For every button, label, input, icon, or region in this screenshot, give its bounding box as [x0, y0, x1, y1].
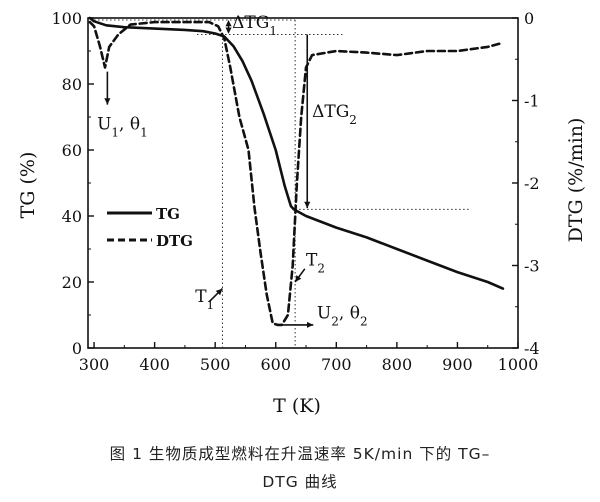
annotation-dtg1: ΔTG1	[232, 13, 277, 38]
right-tick-label: 0	[524, 9, 534, 28]
x-axis-label: T (K)	[273, 395, 321, 417]
x-tick-label: 900	[442, 355, 473, 374]
x-tick-label: 1000	[498, 355, 539, 374]
right-tick-label: -4	[524, 339, 540, 358]
left-tick-label: 60	[62, 141, 82, 160]
x-tick-label: 500	[200, 355, 231, 374]
annotation-dtg2: ΔTG2	[312, 102, 357, 127]
annotation-u2: U2, θ2	[317, 303, 368, 328]
annotation-t2: T2	[306, 251, 325, 276]
legend: TG DTG	[107, 205, 193, 250]
left-tick-label: 80	[62, 75, 82, 94]
figure-caption-line2: DTG 曲线	[262, 473, 338, 491]
right-tick-label: -1	[524, 92, 540, 111]
annotations: ΔTG1 ΔTG2 U1, θ1 U2, θ2 T1 T2	[97, 13, 368, 328]
series-line-dtg	[88, 20, 505, 327]
annotation-u1: U1, θ1	[97, 114, 148, 139]
x-tick-label: 700	[321, 355, 352, 374]
dtg1-bracket-up	[225, 20, 232, 27]
left-axis-label: TG (%)	[17, 152, 39, 219]
tg-dtg-chart: 300 400 500 600 700 800 900 1000 0 20 40 60 80 100 0…	[17, 9, 587, 417]
left-tick-label: 40	[62, 207, 82, 226]
series-lines	[88, 16, 505, 327]
guide-lines	[94, 19, 470, 348]
right-axis-label: DTG (%/min)	[565, 118, 587, 243]
annotation-t2-arrow-head	[295, 275, 302, 282]
left-axis-ticks: 0 20 40 60 80 100	[51, 9, 94, 358]
x-tick-label: 600	[260, 355, 291, 374]
plot-frame	[87, 17, 519, 349]
right-tick-label: -3	[524, 257, 540, 276]
x-axis-ticks: 300 400 500 600 700 800 900 1000	[79, 342, 539, 374]
figure-caption-line1: 图 1 生物质成型燃料在升温速率 5K/min 下的 TG–	[109, 445, 491, 463]
left-tick-label: 20	[62, 273, 82, 292]
annotation-u1-arrow-head	[104, 98, 111, 105]
annotation-dtg2-arrow-head	[304, 201, 311, 209]
left-tick-label: 0	[72, 339, 82, 358]
plot-border	[87, 17, 519, 349]
series-line-tg	[88, 16, 505, 290]
x-tick-label: 800	[382, 355, 413, 374]
legend-dtg-label: DTG	[156, 232, 193, 250]
legend-tg-label: TG	[156, 205, 180, 223]
dtg1-bracket-down	[225, 27, 232, 34]
annotation-t1-arrow-head	[215, 288, 223, 296]
right-tick-label: -2	[524, 174, 540, 193]
annotation-u2-arrow-head	[307, 321, 314, 328]
right-axis-ticks: 0 -1 -2 -3 -4	[512, 9, 540, 358]
x-tick-label: 400	[139, 355, 170, 374]
annotation-t1: T1	[195, 287, 214, 312]
x-tick-label: 300	[79, 355, 110, 374]
left-tick-label: 100	[51, 9, 82, 28]
